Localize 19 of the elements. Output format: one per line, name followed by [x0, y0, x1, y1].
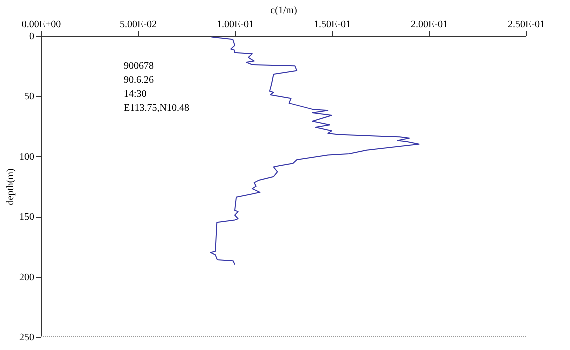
- y-tick-label: 50: [24, 92, 34, 103]
- x-tick-label: 1.50E-01: [314, 20, 351, 30]
- annotation: 90.6.26: [124, 75, 154, 86]
- x-tick-label: 1.00E-01: [217, 20, 254, 30]
- x-tick-label: 2.00E-01: [411, 20, 448, 30]
- y-tick-label: 0: [30, 32, 34, 42]
- annotation: 900678: [124, 61, 154, 72]
- x-tick-label: 5.00E-02: [120, 20, 157, 30]
- y-tick-label: 200: [20, 272, 34, 284]
- y-tick-label: 250: [20, 332, 34, 344]
- y-axis-title: depth(m): [6, 168, 16, 206]
- line-series: [210, 36, 420, 266]
- annotation: 14:30: [124, 89, 147, 100]
- y-tick-label: 100: [20, 152, 34, 163]
- annotation: E113.75,N10.48: [124, 103, 190, 114]
- x-tick-label: 0.00E+00: [22, 20, 62, 30]
- x-axis-title: c(1/m): [270, 6, 298, 16]
- x-tick-label: 2.50E-01: [508, 20, 545, 30]
- y-tick-label: 150: [20, 212, 34, 224]
